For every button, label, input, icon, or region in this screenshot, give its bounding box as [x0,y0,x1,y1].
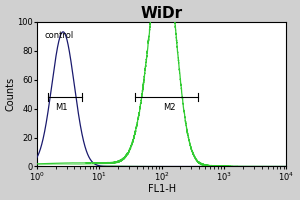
Text: control: control [44,31,74,40]
Text: M1: M1 [56,103,68,112]
Title: WiDr: WiDr [140,6,183,21]
X-axis label: FL1-H: FL1-H [148,184,176,194]
Text: M2: M2 [164,103,176,112]
Y-axis label: Counts: Counts [6,77,16,111]
